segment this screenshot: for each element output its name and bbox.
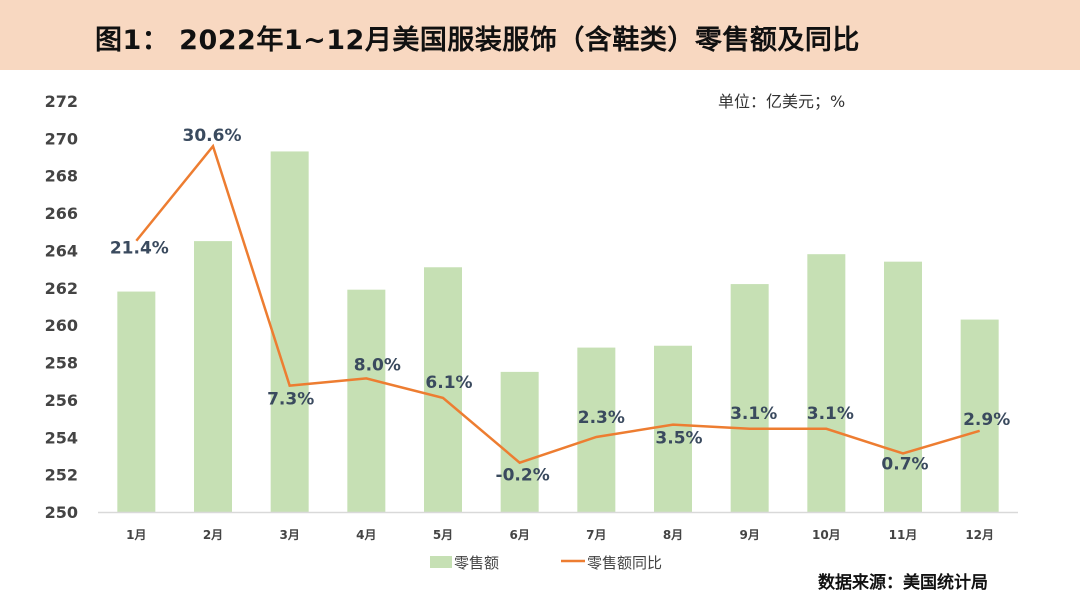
y-tick-label: 256: [45, 391, 78, 410]
x-tick-label: 12月: [965, 528, 994, 542]
yoy-line: [135, 143, 981, 465]
x-tick-label: 4月: [356, 528, 376, 542]
legend-bar-swatch: [430, 556, 452, 568]
bar-2: [194, 241, 232, 512]
data-label-1: 21.4%: [110, 239, 169, 259]
title-band: [0, 0, 1080, 70]
data-label-8: 3.5%: [655, 429, 702, 449]
data-label-10: 3.1%: [807, 404, 854, 424]
x-tick-label: 9月: [739, 528, 759, 542]
bar-4: [347, 289, 386, 512]
unit-label: 单位：亿美元；%: [718, 92, 846, 111]
x-tick-label: 2月: [203, 528, 223, 542]
y-tick-label: 264: [45, 241, 78, 260]
y-tick-label: 268: [45, 167, 78, 186]
y-tick-label: 252: [45, 466, 78, 485]
bar-8: [654, 345, 692, 512]
x-tick-label: 7月: [586, 528, 606, 542]
y-tick-label: 260: [45, 316, 78, 335]
y-tick-label: 272: [45, 92, 78, 111]
y-tick-label: 270: [45, 129, 78, 148]
data-label-11: 0.7%: [881, 454, 928, 474]
x-tick-label: 3月: [279, 528, 299, 542]
y-tick-label: 266: [45, 204, 78, 223]
legend-line-label: 零售额同比: [587, 554, 662, 572]
bar-12: [960, 319, 999, 512]
bar-1: [117, 291, 156, 512]
x-tick-label: 1月: [126, 528, 146, 542]
x-tick-label: 11月: [889, 528, 918, 542]
bar-7: [577, 347, 616, 512]
data-label-7: 2.3%: [578, 408, 625, 428]
y-tick-label: 254: [45, 428, 78, 447]
data-label-5: 6.1%: [425, 373, 472, 393]
data-label-4: 8.0%: [354, 355, 401, 375]
x-tick-label: 10月: [812, 528, 841, 542]
x-tick-label: 8月: [663, 528, 683, 542]
x-tick-label: 5月: [433, 528, 453, 542]
data-label-12: 2.9%: [963, 410, 1010, 430]
data-label-9: 3.1%: [730, 404, 777, 424]
bar-9: [730, 284, 769, 512]
source-note: 数据来源：美国统计局: [818, 573, 988, 593]
bar-11: [884, 261, 922, 512]
legend-bar-label: 零售额: [454, 554, 499, 572]
data-label-3: 7.3%: [267, 390, 314, 410]
x-tick-label: 6月: [509, 528, 529, 542]
data-label-2: 30.6%: [183, 126, 242, 146]
bar-3: [270, 151, 309, 512]
bar-6: [500, 371, 539, 512]
y-tick-label: 250: [45, 503, 78, 522]
bar-10: [807, 254, 846, 512]
bar-5: [424, 267, 462, 512]
chart-title: 图1： 2022年1~12月美国服装服饰（含鞋类）零售额及同比: [95, 25, 860, 56]
data-label-6: -0.2%: [496, 466, 550, 486]
y-tick-label: 258: [45, 354, 78, 373]
y-tick-label: 262: [45, 279, 78, 298]
